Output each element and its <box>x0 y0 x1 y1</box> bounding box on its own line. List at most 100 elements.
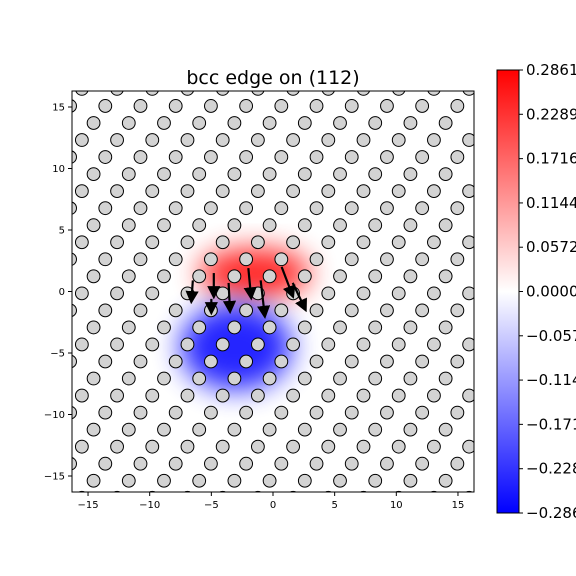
chart-title: bcc edge on (112) <box>186 67 359 89</box>
x-tick-label: −5 <box>204 500 219 511</box>
atom <box>368 371 383 386</box>
atom <box>404 65 417 78</box>
atom <box>333 218 347 233</box>
atom <box>227 371 242 386</box>
atom <box>274 405 289 420</box>
atom <box>438 269 453 284</box>
atom <box>204 405 218 420</box>
atom <box>344 303 359 318</box>
atom <box>227 473 242 488</box>
atom <box>465 490 473 492</box>
atom <box>180 388 195 403</box>
atom <box>359 490 368 492</box>
atom <box>180 133 195 147</box>
atom <box>239 405 254 420</box>
atom <box>321 439 336 454</box>
atom <box>310 508 323 521</box>
atom <box>427 286 441 301</box>
atom <box>286 184 301 199</box>
y-axis: −15 −10 −5 0 5 10 15 <box>44 102 72 483</box>
atom <box>168 150 183 164</box>
atom <box>380 201 394 216</box>
y-tick-label: −10 <box>44 410 65 421</box>
atom <box>462 439 474 454</box>
atom <box>180 337 195 352</box>
atom <box>183 490 192 492</box>
atom <box>145 286 160 301</box>
atom <box>145 184 160 199</box>
colorbar-tick-label: 0.0000 <box>526 283 576 301</box>
atom <box>333 320 347 335</box>
atom <box>251 91 265 96</box>
atom <box>99 508 112 521</box>
atom <box>368 167 383 181</box>
atom <box>309 99 324 113</box>
colorbar-tick-label: −0.1144 <box>526 371 576 389</box>
atom <box>250 235 265 250</box>
atom <box>391 439 406 454</box>
atom <box>157 269 171 284</box>
atom <box>145 388 160 403</box>
atom <box>215 235 230 250</box>
atom <box>333 473 347 488</box>
atom <box>168 201 183 216</box>
atom <box>216 91 230 96</box>
atom <box>121 320 136 335</box>
atom <box>239 252 254 267</box>
atom <box>86 167 101 181</box>
atom <box>239 303 254 318</box>
atom <box>380 405 394 420</box>
atom <box>286 439 301 454</box>
atom <box>427 91 441 96</box>
atom <box>262 473 277 488</box>
atom <box>110 235 124 250</box>
atom <box>403 269 418 284</box>
atom <box>168 405 183 420</box>
atom <box>286 235 301 250</box>
atom <box>286 133 301 147</box>
atom <box>157 320 171 335</box>
x-tick-label: 10 <box>390 500 403 511</box>
atom <box>74 184 89 199</box>
atom <box>415 201 430 216</box>
atom <box>439 65 452 78</box>
atom <box>403 167 418 181</box>
x-axis: −15 −10 −5 0 5 10 15 <box>77 492 464 511</box>
atom <box>72 303 77 318</box>
atom <box>157 218 171 233</box>
atom <box>274 354 289 369</box>
atom <box>289 490 297 492</box>
atom <box>74 337 89 352</box>
atom <box>72 405 77 420</box>
atom <box>380 99 394 113</box>
atom <box>391 388 406 403</box>
atom <box>215 337 230 352</box>
atom <box>403 116 418 130</box>
atom <box>98 252 113 267</box>
atom <box>192 371 207 386</box>
atom <box>380 303 394 318</box>
atom <box>356 439 371 454</box>
atom <box>368 422 383 437</box>
colorbar-tick-label: 0.1716 <box>526 150 576 168</box>
x-tick-label: −15 <box>77 500 98 511</box>
atom <box>121 167 136 181</box>
atom <box>121 473 136 488</box>
atom <box>344 252 359 267</box>
atom <box>297 473 312 488</box>
atom <box>473 326 474 329</box>
atom <box>369 65 382 78</box>
atom <box>450 456 465 471</box>
x-tick-label: 15 <box>452 500 465 511</box>
atom <box>250 388 265 403</box>
atom <box>297 218 312 233</box>
atom <box>250 439 265 454</box>
atom <box>391 133 406 147</box>
atom <box>110 388 124 403</box>
atom <box>344 150 359 164</box>
y-tick-label: −15 <box>44 472 65 483</box>
atom <box>72 252 77 266</box>
atom <box>262 320 277 335</box>
colorbar-gradient <box>496 69 520 514</box>
atom <box>72 201 77 215</box>
